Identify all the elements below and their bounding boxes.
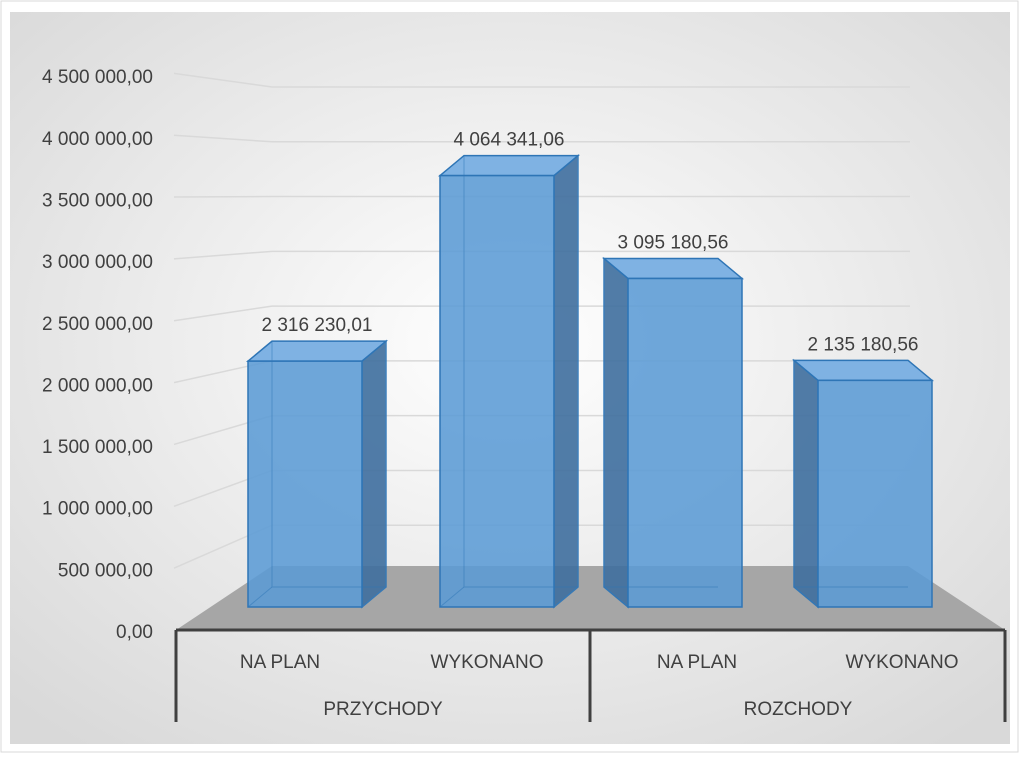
bar-top-face [604,258,742,278]
group-label: PRZYCHODY [323,699,443,720]
bar-front-face [628,278,742,607]
y-tick-label: 1 000 000,00 [42,499,153,520]
category-label: WYKONANO [431,652,544,673]
y-tick-label: 4 000 000,00 [42,129,153,150]
bar-top-face [248,341,386,361]
data-label: 2 316 230,01 [262,315,373,336]
bar-front-face [440,176,554,607]
bar-top-face [794,360,932,380]
group-label: ROZCHODY [744,699,853,720]
y-tick-label: 500 000,00 [58,560,153,581]
data-label: 4 064 341,06 [454,130,565,151]
y-tick-label: 2 000 000,00 [42,375,153,396]
bar [794,360,932,607]
y-tick-label: 3 000 000,00 [42,252,153,273]
category-label: WYKONANO [846,652,959,673]
bar-side-face [604,258,628,607]
bar-front-face [248,361,362,607]
data-label: 2 135 180,56 [808,334,919,355]
y-tick-label: 4 500 000,00 [42,67,153,88]
bar-top-face [440,156,578,176]
y-tick-label: 2 500 000,00 [42,314,153,335]
bar-side-face [554,156,578,607]
bar [604,258,742,607]
y-tick-label: 3 500 000,00 [42,190,153,211]
data-label: 3 095 180,56 [618,232,729,253]
category-label: NA PLAN [657,652,737,673]
category-label: NA PLAN [240,652,320,673]
y-tick-label: 1 500 000,00 [42,437,153,458]
bar-front-face [818,380,932,607]
bar [248,341,386,607]
y-tick-label: 0,00 [116,622,153,643]
bar-side-face [362,341,386,607]
bar-side-face [794,360,818,607]
bar [440,156,578,607]
